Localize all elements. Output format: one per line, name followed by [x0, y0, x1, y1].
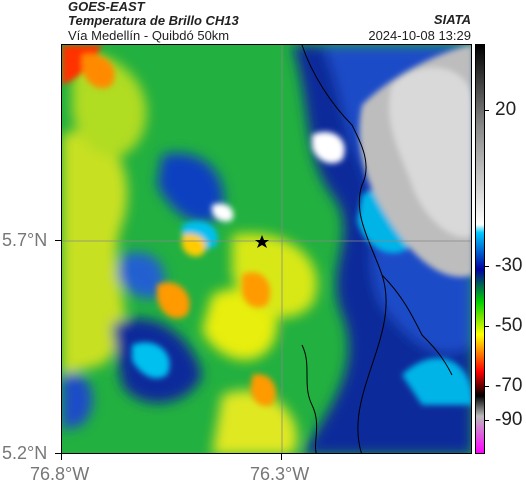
timestamp-label: 2024-10-08 13:29 — [368, 28, 471, 43]
colorbar-tick — [484, 386, 489, 387]
lat-tick — [55, 240, 61, 241]
brightness-temperature-field — [62, 45, 471, 453]
lon-label: 76.8°W — [30, 464, 90, 484]
colorbar-label: -30 — [495, 255, 523, 276]
satellite-name: GOES-EAST — [68, 0, 145, 14]
star-icon — [255, 235, 269, 248]
satellite-map — [61, 44, 472, 454]
lon-label: 76.3°W — [250, 464, 310, 484]
organization-label: SIATA — [433, 12, 471, 27]
colorbar-tick — [484, 326, 489, 327]
temperature-colorbar — [475, 44, 485, 454]
lat-label: 5.7°N — [2, 230, 48, 250]
colorbar-label: -90 — [495, 409, 523, 430]
colorbar-tick — [484, 420, 489, 421]
lat-label: 5.2°N — [2, 443, 48, 463]
lon-tick — [281, 454, 282, 460]
colorbar-tick — [484, 266, 489, 267]
lon-tick — [61, 454, 62, 460]
colorbar-label: -70 — [495, 375, 523, 396]
colorbar-tick — [484, 110, 489, 111]
region-label: Vía Medellín - Quibdó 50km — [68, 28, 230, 43]
lat-tick — [55, 453, 61, 454]
colorbar-label: 20 — [495, 99, 517, 120]
colorbar-label: -50 — [495, 315, 523, 336]
product-title: Temperatura de Brillo CH13 — [68, 13, 239, 28]
